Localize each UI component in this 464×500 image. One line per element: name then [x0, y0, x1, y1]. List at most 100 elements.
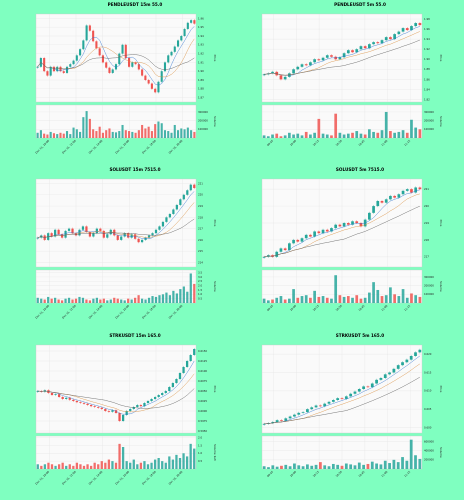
- volume-bar: [359, 298, 363, 303]
- candle-body: [309, 62, 312, 66]
- volume-bar: [389, 131, 392, 138]
- volume-bar: [154, 296, 158, 303]
- candle-body: [121, 44, 124, 54]
- volume-bar: [85, 111, 88, 138]
- volume-bar: [111, 461, 114, 469]
- volume-bar: [74, 298, 78, 303]
- volume-axis-label: Volume: [213, 281, 217, 292]
- volume-bar: [318, 462, 322, 469]
- volume-bar: [304, 131, 308, 138]
- chart-panel-pendle-15m: 1.96 1.95 1.94 1.93 1.92 1.91 1.90 1.89 1.88 1.87…: [34, 13, 217, 155]
- candle-body: [180, 36, 183, 41]
- candle-body: [359, 223, 363, 227]
- volume-bar: [93, 462, 96, 469]
- candle-body: [323, 403, 327, 407]
- candle-body: [418, 349, 422, 353]
- volume-bar: [414, 127, 418, 138]
- moving-average-line: [264, 189, 420, 258]
- volume-bar: [129, 462, 132, 469]
- candle-body: [160, 71, 163, 82]
- candle-body: [410, 26, 413, 31]
- candle-body: [279, 248, 283, 252]
- volume-bar: [124, 130, 127, 138]
- candle-body: [88, 25, 91, 31]
- price-tick-label: 1.95: [198, 25, 204, 29]
- x-tick-label: Dec 15, 16:00: [114, 139, 130, 155]
- candle-body: [331, 400, 335, 402]
- candle-body: [363, 46, 367, 49]
- volume-bar: [397, 131, 401, 138]
- candle-body: [183, 28, 186, 36]
- candle-body: [401, 28, 405, 32]
- volume-tick-label: 200000: [198, 119, 208, 123]
- volume-bar: [372, 131, 375, 138]
- volume-bar: [342, 134, 346, 138]
- candle-body: [111, 410, 114, 412]
- candle-body: [157, 395, 160, 397]
- price-tick-label: 1.96: [198, 16, 204, 20]
- candle-body: [72, 60, 75, 65]
- x-tick-label: 10:00: [289, 304, 297, 312]
- candle-body: [342, 53, 346, 58]
- volume-bar: [79, 464, 82, 469]
- volume-bar: [271, 134, 274, 138]
- candle-body: [127, 233, 130, 238]
- price-tick-label: 1.98: [424, 17, 430, 21]
- moving-average-line: [37, 388, 195, 409]
- candle-body: [104, 409, 107, 411]
- price-tick-label: 1.92: [424, 47, 430, 51]
- volume-bar: [130, 299, 133, 303]
- volume-bar: [300, 135, 304, 138]
- candle-body: [46, 71, 49, 76]
- volume-bar: [292, 134, 295, 138]
- volume-tick-label: 200000: [424, 119, 434, 123]
- volume-bar: [288, 132, 291, 138]
- volume-bar: [397, 296, 401, 303]
- candle-body: [193, 349, 196, 355]
- volume-bar: [72, 465, 75, 469]
- volume-bar: [189, 273, 192, 303]
- volume-bar: [88, 118, 91, 138]
- x-tick-label: 11:15: [403, 304, 411, 312]
- candle-body: [380, 40, 384, 44]
- volume-tick-label: 100000: [424, 292, 434, 296]
- candle-body: [271, 71, 274, 74]
- price-tick-label: 1.94: [198, 34, 204, 38]
- volume-bar: [392, 459, 396, 469]
- volume-bar: [370, 461, 374, 469]
- volume-bar: [89, 465, 93, 469]
- volume-bar: [125, 461, 128, 469]
- candle-body: [288, 243, 291, 251]
- volume-bar: [283, 299, 287, 303]
- volume-bar: [186, 127, 189, 138]
- price-tick-label: 1.87: [198, 96, 204, 100]
- price-tick-label: 1.93: [198, 43, 204, 47]
- volume-bar: [54, 465, 57, 469]
- candle-body: [330, 228, 333, 232]
- volume-bar: [355, 131, 359, 138]
- volume-bar: [164, 462, 167, 469]
- volume-bar: [36, 464, 39, 469]
- price-area: [35, 344, 197, 434]
- candle-body: [334, 224, 338, 229]
- volume-bar: [157, 458, 160, 469]
- candle-body: [262, 423, 266, 425]
- candle-body: [154, 88, 157, 93]
- volume-tick-label: 600000: [424, 439, 434, 443]
- volume-bar: [304, 295, 308, 303]
- candle-body: [297, 412, 301, 415]
- candle-body: [54, 229, 57, 237]
- volume-tick-label: 300000: [198, 110, 208, 114]
- volume-bar: [118, 131, 121, 138]
- candle-body: [129, 409, 132, 411]
- volume-bar: [346, 133, 350, 138]
- candle-body: [108, 67, 111, 73]
- volume-tick-label: 0.5: [198, 297, 202, 301]
- candle-body: [355, 49, 359, 53]
- volume-bar: [409, 439, 413, 469]
- moving-average-line: [37, 360, 195, 415]
- volume-bar: [161, 294, 165, 303]
- volume-bar: [279, 136, 283, 138]
- candle-body: [134, 234, 137, 239]
- candle-body: [393, 34, 396, 40]
